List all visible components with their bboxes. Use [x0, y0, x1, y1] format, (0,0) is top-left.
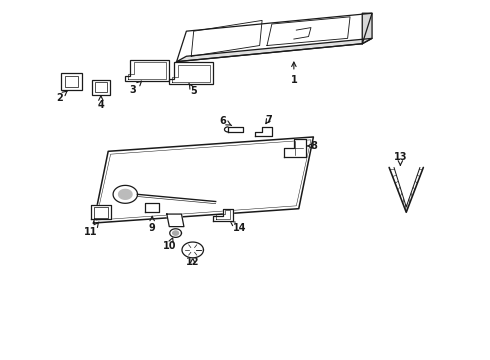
Text: 6: 6	[220, 116, 232, 126]
Polygon shape	[167, 214, 184, 226]
Text: 1: 1	[291, 62, 297, 85]
Polygon shape	[284, 139, 306, 157]
Polygon shape	[91, 205, 111, 220]
Polygon shape	[213, 209, 233, 221]
Text: 14: 14	[230, 221, 247, 233]
Text: 10: 10	[163, 238, 176, 251]
Polygon shape	[255, 127, 272, 136]
Text: 7: 7	[265, 115, 272, 125]
Polygon shape	[176, 39, 372, 62]
Text: 11: 11	[84, 222, 99, 237]
Polygon shape	[170, 229, 181, 237]
Polygon shape	[182, 242, 203, 258]
Text: 5: 5	[189, 83, 197, 96]
Text: 12: 12	[186, 257, 199, 267]
Polygon shape	[119, 189, 132, 199]
Text: 4: 4	[98, 96, 104, 110]
Polygon shape	[145, 203, 159, 212]
Text: 13: 13	[393, 152, 407, 165]
Polygon shape	[94, 137, 314, 223]
Text: 8: 8	[307, 141, 317, 151]
Polygon shape	[228, 127, 243, 132]
Polygon shape	[362, 13, 372, 44]
Text: 3: 3	[129, 81, 142, 95]
Polygon shape	[176, 13, 372, 62]
Text: 9: 9	[149, 216, 155, 233]
Text: 2: 2	[56, 91, 68, 103]
Polygon shape	[172, 231, 178, 235]
Polygon shape	[113, 185, 138, 203]
